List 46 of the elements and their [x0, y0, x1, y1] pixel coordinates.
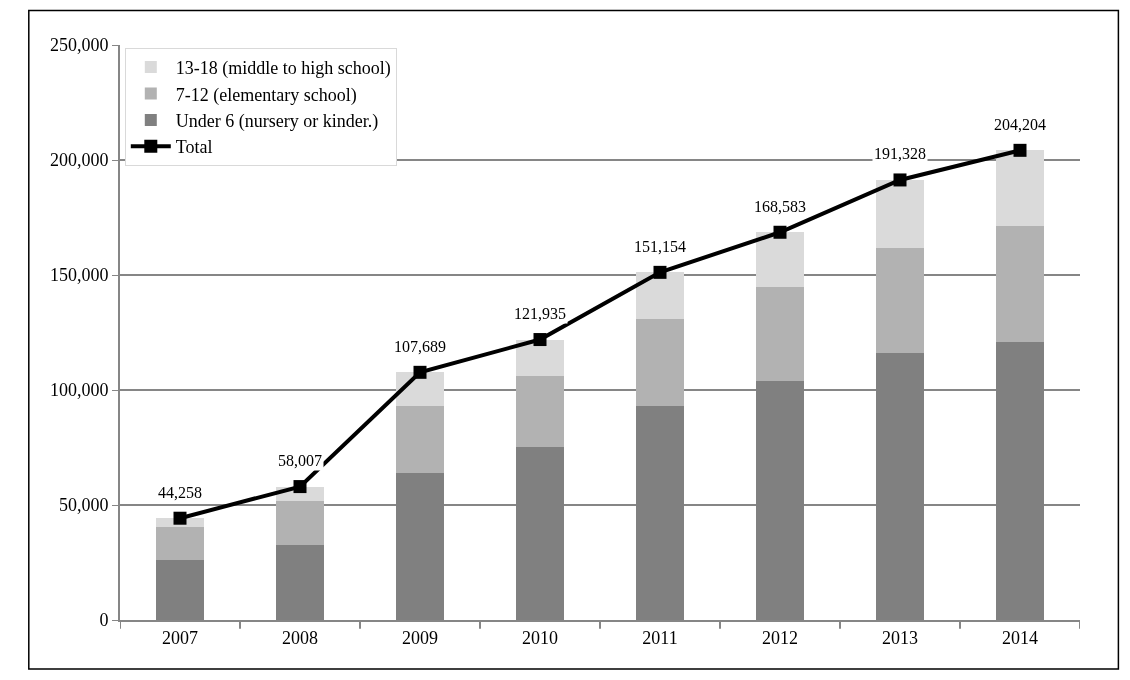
x-tick-label: 2013 [882, 627, 918, 648]
bar [876, 248, 924, 353]
x-tick-label: 2009 [402, 627, 438, 648]
legend-label: 13-18 (middle to high school) [175, 58, 391, 80]
bar [396, 406, 444, 474]
data-label: 204,204 [994, 116, 1046, 133]
point [293, 480, 307, 494]
x-tick-label: 2014 [1002, 627, 1038, 648]
y-tick-label: 50,000 [58, 495, 109, 516]
x-tick-label: 2007 [162, 627, 198, 648]
point [413, 365, 427, 379]
data-label: 107,689 [394, 338, 446, 355]
legend-label: Total [175, 137, 213, 158]
bar [156, 526, 204, 560]
point [653, 265, 667, 279]
bar [876, 180, 924, 249]
y-tick-label: 150,000 [49, 265, 109, 286]
bar [516, 376, 564, 448]
data-label: 151,154 [634, 238, 686, 255]
x-tick-label: 2010 [522, 627, 558, 648]
point [773, 225, 787, 239]
y-tick-label: 200,000 [49, 150, 109, 171]
data-label: 168,583 [754, 198, 806, 215]
bar [756, 287, 804, 381]
data-label: 44,258 [158, 484, 202, 501]
legend-label: Under 6 (nursery or kinder.) [175, 110, 379, 132]
bar [996, 226, 1044, 342]
bar [636, 272, 684, 320]
point [173, 511, 187, 525]
legend-label: 7-12 (elementary school) [175, 84, 357, 106]
point [1013, 143, 1027, 157]
bar [996, 150, 1044, 227]
y-tick-label: 0 [99, 610, 109, 631]
y-tick-label: 250,000 [49, 35, 109, 56]
point [893, 173, 907, 187]
bar [276, 501, 324, 546]
x-tick-label: 2011 [642, 627, 678, 648]
data-label: 58,007 [278, 452, 322, 469]
bar [756, 232, 804, 288]
x-tick-label: 2008 [282, 627, 318, 648]
y-tick-label: 100,000 [49, 380, 109, 401]
data-label: 191,328 [874, 145, 926, 162]
x-tick-label: 2012 [762, 627, 798, 648]
data-label: 121,935 [514, 305, 566, 322]
bar [636, 319, 684, 407]
point [533, 333, 547, 347]
